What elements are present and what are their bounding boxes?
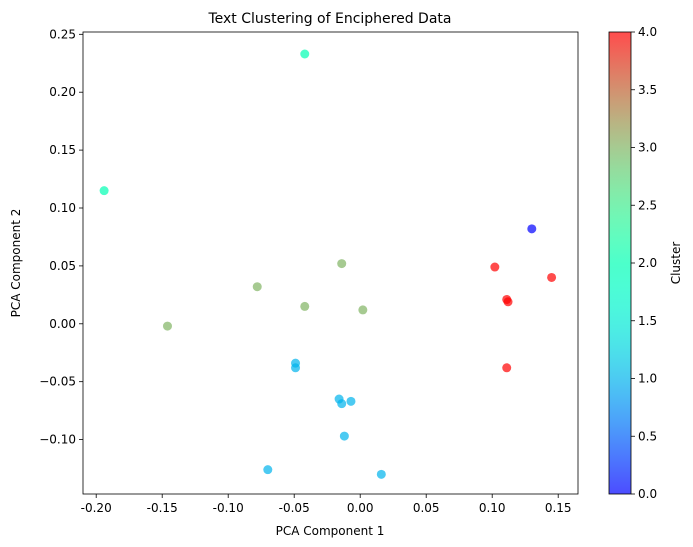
- y-axis-ticks: −0.10 −0.05 0.00 0.05 0.10 0.15 0.20 0.25: [39, 27, 83, 447]
- data-point: [291, 363, 301, 373]
- x-tick-label: 0.00: [347, 501, 374, 515]
- y-tick-label: −0.05: [39, 375, 76, 389]
- data-point: [376, 469, 386, 479]
- data-point: [358, 305, 368, 315]
- colorbar-tick-label: 2.5: [638, 198, 657, 212]
- colorbar-tick-label: 3.0: [638, 141, 657, 155]
- plot-frame: [82, 31, 579, 495]
- y-axis-label: PCA Component 2: [9, 209, 23, 318]
- data-point: [263, 465, 273, 475]
- colorbar-tick-label: 2.0: [638, 256, 657, 270]
- y-tick-label: 0.15: [49, 143, 76, 157]
- data-point: [346, 396, 356, 406]
- x-tick-label: -0.10: [213, 501, 244, 515]
- data-point: [162, 321, 172, 331]
- data-point: [502, 363, 512, 373]
- x-axis-label: PCA Component 1: [276, 524, 385, 538]
- colorbar-tick-label: 1.0: [638, 372, 657, 386]
- x-tick-label: -0.15: [147, 501, 178, 515]
- data-point: [337, 259, 347, 269]
- chart-title: Text Clustering of Enciphered Data: [207, 11, 451, 27]
- colorbar-tick-label: 1.5: [638, 314, 657, 328]
- colorbar: 0.0 0.5 1.0 1.5 2.0 2.5 3.0 3.5 4.0: [608, 25, 657, 501]
- data-point: [527, 224, 537, 234]
- data-point: [339, 431, 349, 441]
- data-points: [99, 49, 557, 479]
- data-point: [300, 49, 310, 59]
- y-tick-label: 0.00: [49, 317, 76, 331]
- colorbar-gradient: [608, 31, 632, 495]
- x-tick-label: -0.05: [279, 501, 310, 515]
- y-tick-label: 0.25: [49, 27, 76, 41]
- y-tick-label: 0.20: [49, 85, 76, 99]
- data-point: [547, 272, 557, 282]
- x-tick-label: 0.05: [413, 501, 440, 515]
- colorbar-tick-label: 3.5: [638, 83, 657, 97]
- data-point: [300, 301, 310, 311]
- data-point: [252, 282, 262, 292]
- x-tick-label: 0.15: [545, 501, 572, 515]
- data-point: [337, 399, 347, 409]
- colorbar-tick-label: 4.0: [638, 25, 657, 39]
- x-tick-label: 0.10: [479, 501, 506, 515]
- y-tick-label: −0.10: [39, 433, 76, 447]
- x-tick-label: -0.20: [81, 501, 112, 515]
- y-tick-label: 0.10: [49, 201, 76, 215]
- colorbar-label: Cluster: [669, 242, 683, 285]
- plot-area: [82, 31, 579, 495]
- y-tick-label: 0.05: [49, 259, 76, 273]
- colorbar-tick-label: 0.0: [638, 487, 657, 501]
- colorbar-tick-label: 0.5: [638, 429, 657, 443]
- x-axis-ticks: -0.20 -0.15 -0.10 -0.05 0.00 0.05 0.10 0.15: [81, 494, 572, 515]
- data-point: [99, 186, 109, 196]
- data-point: [490, 262, 500, 272]
- data-point: [503, 297, 513, 307]
